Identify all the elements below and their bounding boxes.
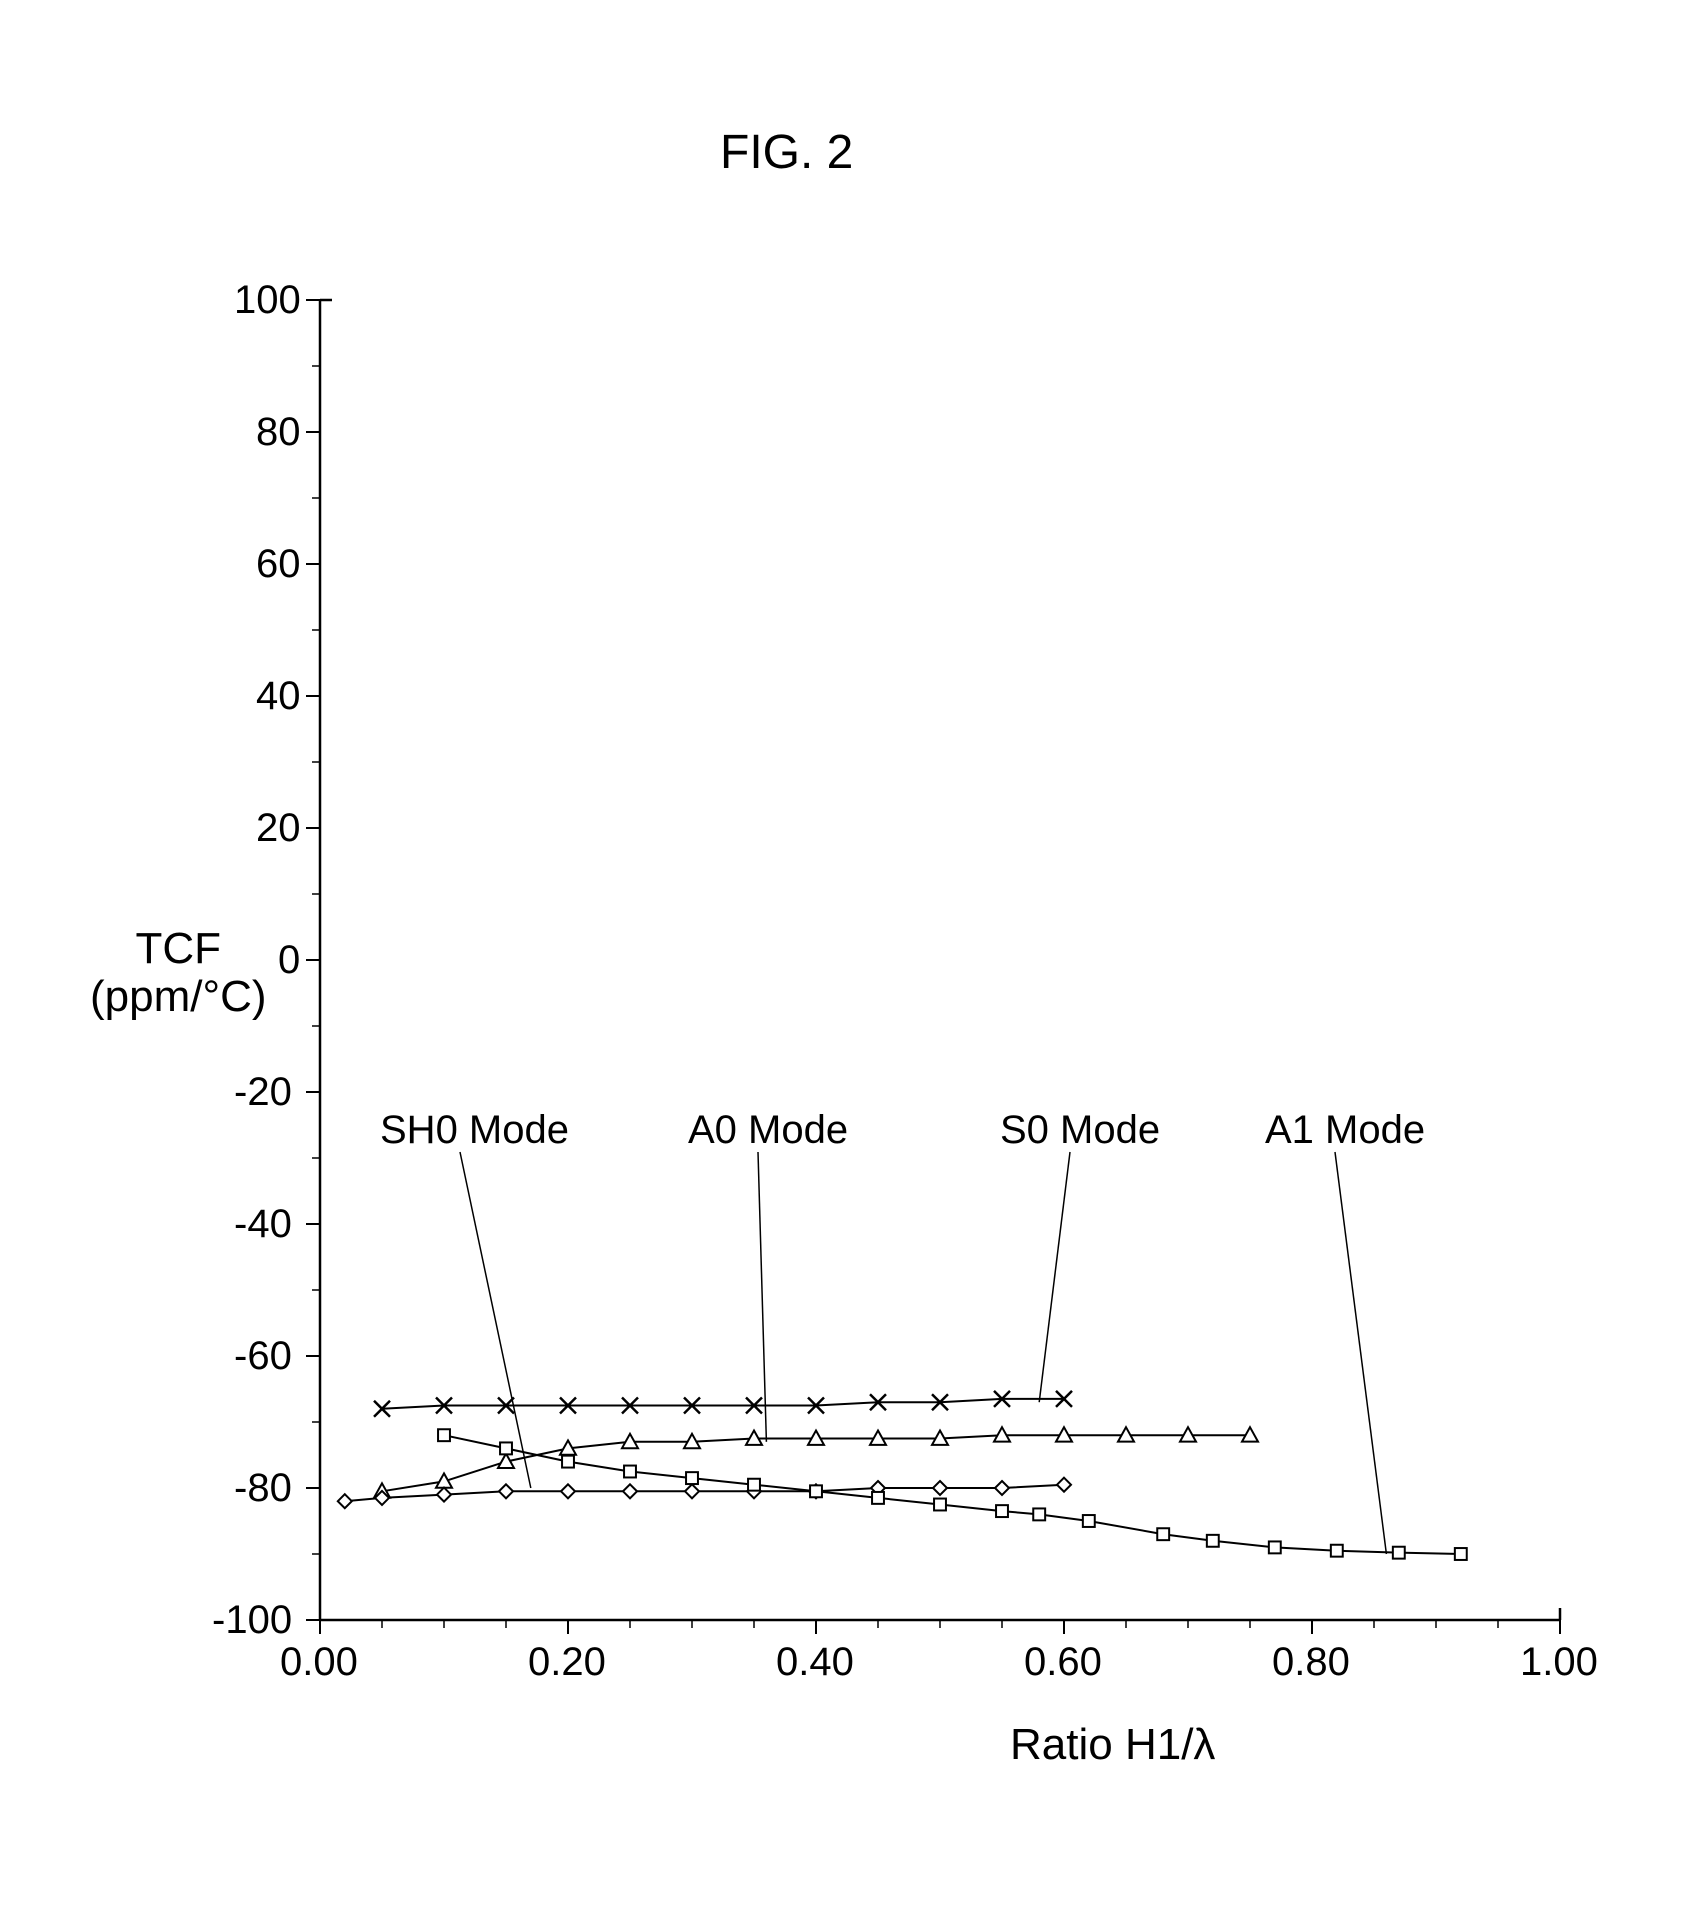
x-tick-label: 0.00 <box>280 1640 358 1685</box>
square-marker <box>562 1456 574 1468</box>
square-marker <box>934 1499 946 1511</box>
leader-line-a1 <box>1335 1152 1386 1554</box>
diamond-marker <box>499 1484 513 1498</box>
diamond-marker <box>561 1484 575 1498</box>
series-label-sh0: SH0 Mode <box>380 1108 569 1153</box>
x-tick-label: 1.00 <box>1520 1640 1598 1685</box>
series-label-s0: S0 Mode <box>1000 1108 1160 1153</box>
series-label-a0: A0 Mode <box>688 1108 848 1153</box>
x-tick-label: 0.20 <box>528 1640 606 1685</box>
square-marker <box>438 1429 450 1441</box>
y-tick-label: -100 <box>212 1598 292 1643</box>
square-marker <box>1331 1545 1343 1557</box>
y-tick-label: -20 <box>234 1070 292 1115</box>
square-marker <box>1083 1515 1095 1527</box>
square-marker <box>810 1485 822 1497</box>
y-tick-label: -80 <box>234 1466 292 1511</box>
diamond-marker <box>1057 1478 1071 1492</box>
square-marker <box>624 1466 636 1478</box>
square-marker <box>996 1505 1008 1517</box>
diamond-marker <box>437 1488 451 1502</box>
x-tick-label: 0.80 <box>1272 1640 1350 1685</box>
series-line-s0 <box>382 1399 1064 1409</box>
y-tick-label: 80 <box>256 410 301 455</box>
y-tick-label: 0 <box>278 938 300 983</box>
leader-line-s0 <box>1039 1152 1070 1402</box>
y-tick-label: 40 <box>256 674 301 719</box>
y-tick-label: 60 <box>256 542 301 587</box>
square-marker <box>748 1479 760 1491</box>
x-tick-label: 0.40 <box>776 1640 854 1685</box>
square-marker <box>872 1492 884 1504</box>
square-marker <box>1157 1528 1169 1540</box>
square-marker <box>1033 1508 1045 1520</box>
diamond-marker <box>685 1484 699 1498</box>
square-marker <box>1393 1547 1405 1559</box>
series-line-a1 <box>444 1435 1461 1554</box>
diamond-marker <box>623 1484 637 1498</box>
square-marker <box>1455 1548 1467 1560</box>
square-marker <box>1207 1535 1219 1547</box>
diamond-marker <box>933 1481 947 1495</box>
x-tick-label: 0.60 <box>1024 1640 1102 1685</box>
leader-line-sh0 <box>460 1152 531 1488</box>
y-tick-label: -40 <box>234 1202 292 1247</box>
diamond-marker <box>338 1494 352 1508</box>
square-marker <box>686 1472 698 1484</box>
square-marker <box>1269 1541 1281 1553</box>
series-label-a1: A1 Mode <box>1265 1108 1425 1153</box>
y-tick-label: 20 <box>256 806 301 851</box>
y-tick-label: -60 <box>234 1334 292 1379</box>
square-marker <box>500 1442 512 1454</box>
y-tick-label: 100 <box>234 278 301 323</box>
diamond-marker <box>995 1481 1009 1495</box>
